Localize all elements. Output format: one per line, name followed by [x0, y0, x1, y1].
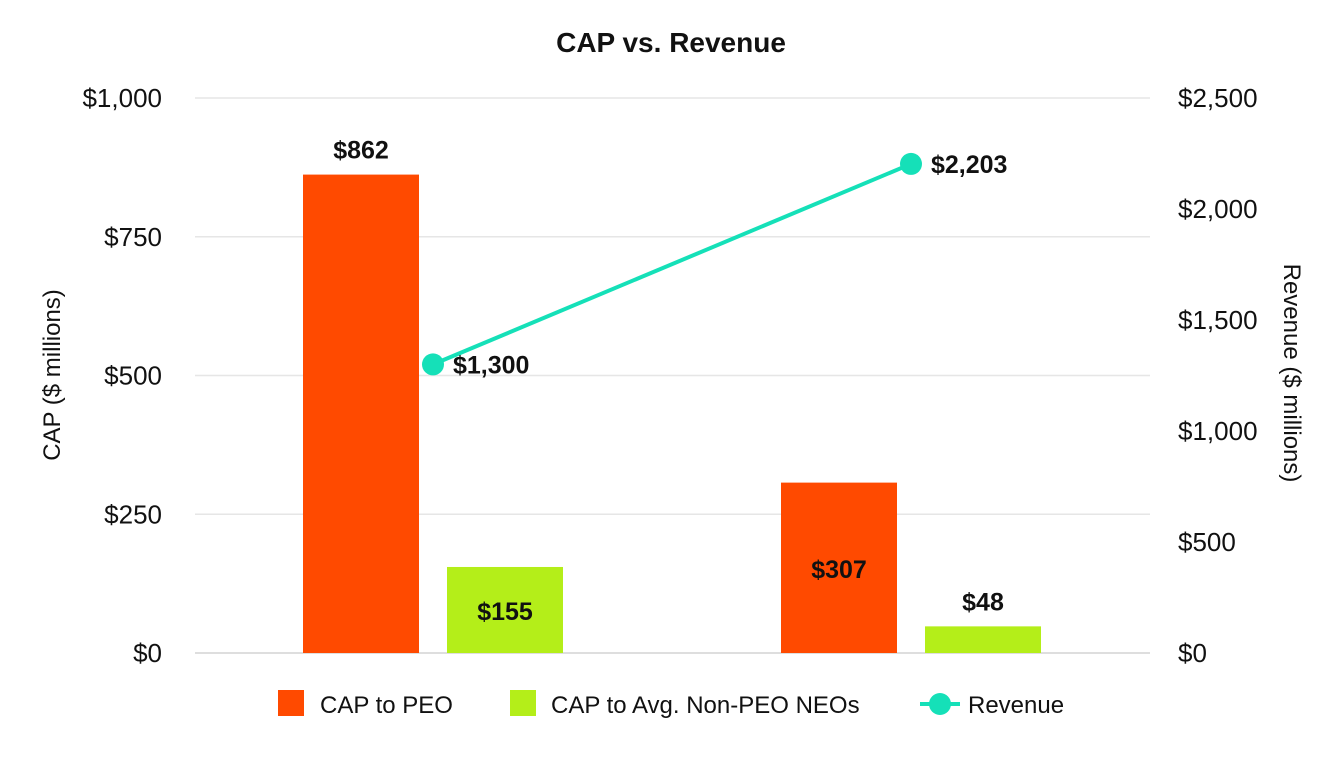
revenue-point: [422, 353, 444, 376]
revenue-data-label: $2,203: [931, 151, 1007, 179]
left-tick-label: $0: [133, 638, 162, 668]
bar-data-label: $155: [477, 598, 533, 626]
data-labels: $862 $307 $155 $48 $1,300 $2,203: [333, 137, 1007, 626]
right-axis-title: Revenue ($ millions): [1278, 264, 1305, 483]
legend-label-revenue: Revenue: [968, 692, 1064, 719]
right-tick-label: $1,500: [1178, 305, 1258, 335]
bar-data-label: $307: [811, 556, 867, 584]
right-tick-label: $2,500: [1178, 83, 1258, 113]
left-tick-label: $1,000: [82, 83, 162, 113]
legend-label-cap-to-non-peo: CAP to Avg. Non-PEO NEOs: [551, 692, 860, 719]
legend-swatch-cap-to-peo: [278, 690, 304, 716]
legend-marker-revenue: [929, 693, 951, 715]
left-axis: $0 $250 $500 $750 $1,000: [82, 83, 162, 668]
left-tick-label: $500: [104, 361, 162, 391]
right-axis: $0 $500 $1,000 $1,500 $2,000 $2,500: [1178, 83, 1258, 668]
right-tick-label: $2,000: [1178, 194, 1258, 224]
bar: [303, 174, 419, 653]
left-tick-label: $250: [104, 499, 162, 529]
revenue-line: [422, 152, 922, 376]
bar: [781, 482, 897, 653]
legend: CAP to PEO CAP to Avg. Non-PEO NEOs Revenu…: [278, 690, 1064, 719]
right-tick-label: $500: [1178, 527, 1236, 557]
revenue-point: [900, 152, 922, 175]
bars: [303, 174, 1041, 653]
left-axis-title: CAP ($ millions): [39, 289, 66, 461]
revenue-line-path: [432, 162, 912, 367]
bar-data-label: $48: [962, 588, 1004, 616]
bar-data-label: $862: [333, 137, 389, 165]
legend-label-cap-to-peo: CAP to PEO: [320, 692, 453, 719]
chart-title: CAP vs. Revenue: [556, 27, 786, 58]
left-tick-label: $750: [104, 222, 162, 252]
right-tick-label: $0: [1178, 638, 1207, 668]
legend-swatch-cap-to-non-peo: [510, 690, 536, 716]
bar: [447, 566, 563, 653]
revenue-data-label: $1,300: [453, 351, 529, 379]
bar: [925, 626, 1041, 653]
right-tick-label: $1,000: [1178, 416, 1258, 446]
